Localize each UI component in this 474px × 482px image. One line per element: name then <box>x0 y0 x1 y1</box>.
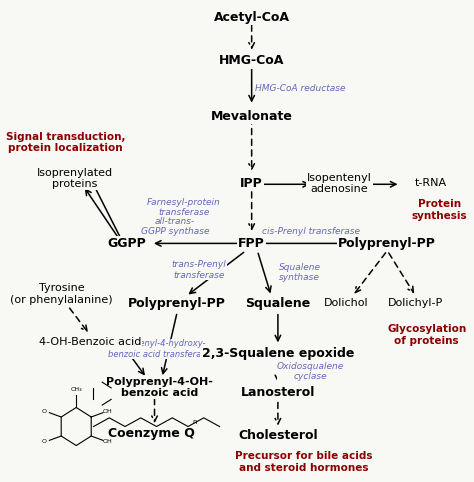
Text: Mevalonate: Mevalonate <box>211 109 292 122</box>
Text: Cholesterol: Cholesterol <box>238 429 318 442</box>
Text: CH₃: CH₃ <box>71 387 82 392</box>
Text: Acetyl-CoA: Acetyl-CoA <box>214 11 290 24</box>
Text: HMG-CoA reductase: HMG-CoA reductase <box>255 84 345 93</box>
Text: IPP: IPP <box>240 177 263 190</box>
Text: n: n <box>192 419 197 425</box>
Text: Polyprenyl-PP: Polyprenyl-PP <box>128 297 226 310</box>
Text: GGPP: GGPP <box>108 237 146 250</box>
Text: FPP: FPP <box>238 237 265 250</box>
Text: Lanosterol: Lanosterol <box>241 386 315 399</box>
Text: Dolichyl-P: Dolichyl-P <box>388 298 443 308</box>
Text: Coenzyme Q: Coenzyme Q <box>108 427 194 440</box>
Text: Glycosylation
of proteins: Glycosylation of proteins <box>387 324 466 346</box>
Text: OH: OH <box>103 439 113 444</box>
Text: cis-Prenyl transferase: cis-Prenyl transferase <box>262 227 360 236</box>
Text: Signal transduction,
protein localization: Signal transduction, protein localizatio… <box>6 132 126 153</box>
Text: Isopentenyl
adenosine: Isopentenyl adenosine <box>307 173 372 194</box>
Text: Precursor for bile acids
and steroid hormones: Precursor for bile acids and steroid hor… <box>236 451 373 473</box>
Text: Polyprenyl-PP: Polyprenyl-PP <box>338 237 436 250</box>
Text: t-RNA: t-RNA <box>415 178 447 188</box>
Text: Polyprenyl-4-hydroxy-
benzoic acid transferase: Polyprenyl-4-hydroxy- benzoic acid trans… <box>109 339 211 359</box>
Text: OH: OH <box>103 409 113 415</box>
Text: Squalene
synthase: Squalene synthase <box>279 263 321 282</box>
Text: Protein
synthesis: Protein synthesis <box>412 199 468 221</box>
Text: Squalene: Squalene <box>245 297 310 310</box>
Text: 2,3-Squalene epoxide: 2,3-Squalene epoxide <box>202 348 354 361</box>
Text: all-trans-
GGPP synthase: all-trans- GGPP synthase <box>141 217 210 236</box>
Text: Farnesyl-protein
transferase: Farnesyl-protein transferase <box>147 198 221 217</box>
Text: HMG-CoA: HMG-CoA <box>219 54 284 67</box>
Text: Isoprenylated
proteins: Isoprenylated proteins <box>36 168 112 189</box>
Text: 4-OH-Benzoic acid: 4-OH-Benzoic acid <box>38 337 141 347</box>
Text: Tyrosine
(or phenylalanine): Tyrosine (or phenylalanine) <box>10 283 113 305</box>
Text: Oxidosqualene
cyclase: Oxidosqualene cyclase <box>277 362 344 381</box>
Text: Polyprenyl-4-OH-
benzoic acid: Polyprenyl-4-OH- benzoic acid <box>106 377 213 399</box>
Text: O: O <box>42 409 47 415</box>
Text: Dolichol: Dolichol <box>323 298 368 308</box>
Text: O: O <box>42 439 47 444</box>
Text: trans-Prenyl
transferase: trans-Prenyl transferase <box>172 260 227 280</box>
